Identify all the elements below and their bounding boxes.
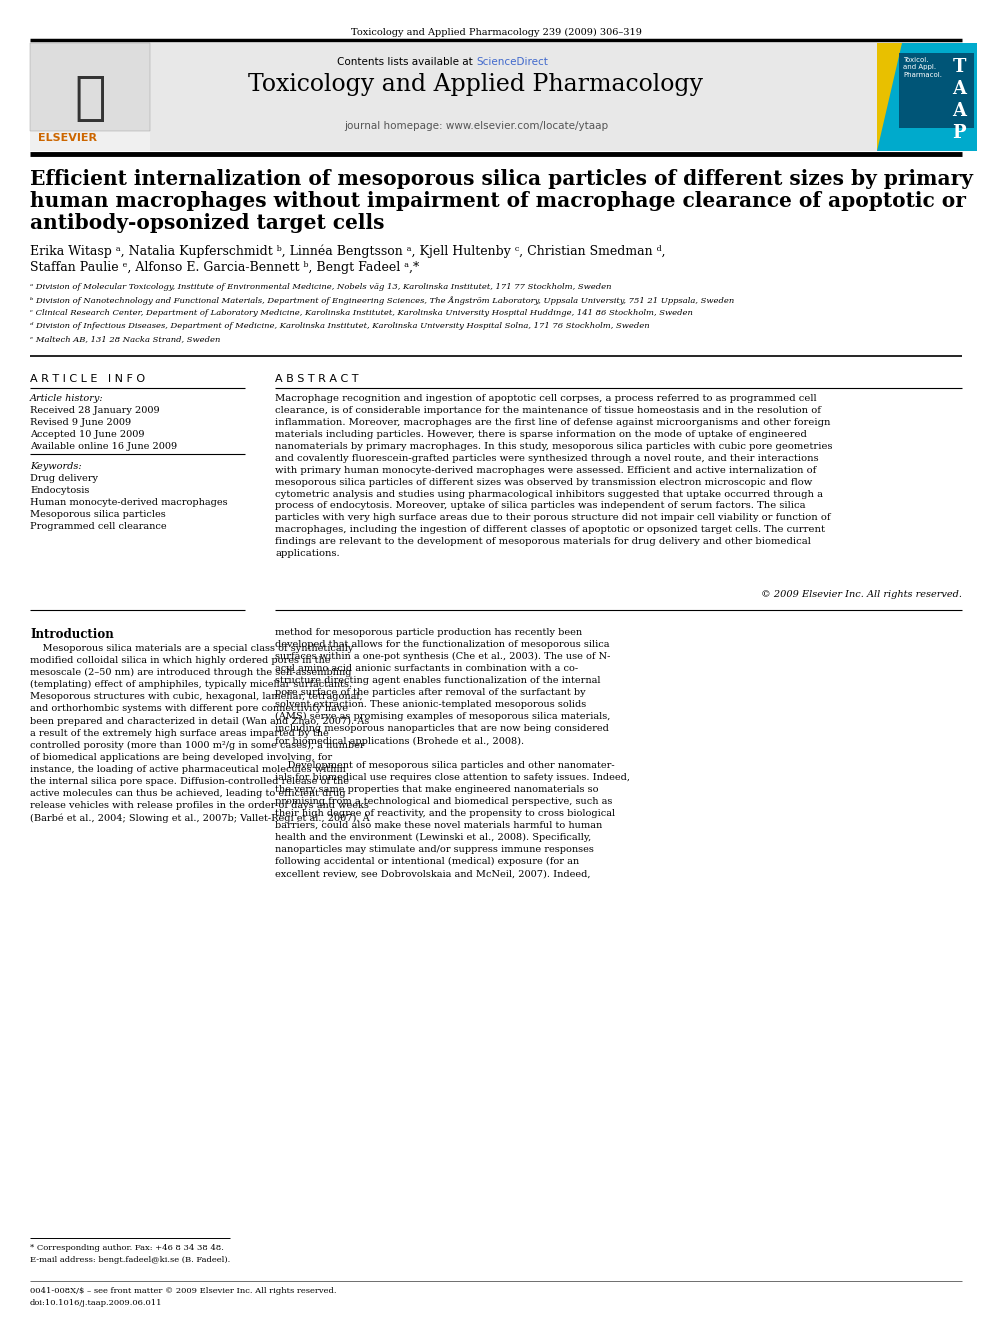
FancyBboxPatch shape: [877, 44, 977, 151]
Text: ᵉ Maltech AB, 131 28 Nacka Strand, Sweden: ᵉ Maltech AB, 131 28 Nacka Strand, Swede…: [30, 335, 220, 343]
Text: ᶜ Clinical Research Center, Department of Laboratory Medicine, Karolinska Instit: ᶜ Clinical Research Center, Department o…: [30, 310, 692, 318]
Text: Introduction: Introduction: [30, 628, 114, 642]
Text: T: T: [952, 58, 965, 75]
Text: Revised 9 June 2009: Revised 9 June 2009: [30, 418, 131, 427]
FancyBboxPatch shape: [150, 44, 877, 151]
Text: Received 28 January 2009: Received 28 January 2009: [30, 406, 160, 415]
FancyBboxPatch shape: [30, 44, 150, 151]
Text: * Corresponding author. Fax: +46 8 34 38 48.: * Corresponding author. Fax: +46 8 34 38…: [30, 1244, 224, 1252]
Text: ELSEVIER: ELSEVIER: [38, 134, 97, 143]
Text: Mesoporous silica particles: Mesoporous silica particles: [30, 509, 166, 519]
Text: Accepted 10 June 2009: Accepted 10 June 2009: [30, 430, 145, 439]
Text: Drug delivery: Drug delivery: [30, 474, 98, 483]
Polygon shape: [877, 44, 902, 151]
Text: Macrophage recognition and ingestion of apoptotic cell corpses, a process referr: Macrophage recognition and ingestion of …: [275, 394, 832, 558]
Text: Efficient internalization of mesoporous silica particles of different sizes by p: Efficient internalization of mesoporous …: [30, 169, 973, 189]
Text: Toxicol.
and Appl.
Pharmacol.: Toxicol. and Appl. Pharmacol.: [903, 57, 942, 78]
Text: 0041-008X/$ – see front matter © 2009 Elsevier Inc. All rights reserved.: 0041-008X/$ – see front matter © 2009 El…: [30, 1287, 336, 1295]
Text: E-mail address: bengt.fadeel@ki.se (B. Fadeel).: E-mail address: bengt.fadeel@ki.se (B. F…: [30, 1256, 230, 1263]
Text: Endocytosis: Endocytosis: [30, 486, 89, 495]
Text: method for mesoporous particle production has recently been
developed that allow: method for mesoporous particle productio…: [275, 628, 630, 878]
Text: Toxicology and Applied Pharmacology: Toxicology and Applied Pharmacology: [249, 73, 703, 97]
Text: A: A: [952, 102, 966, 120]
Text: A: A: [952, 79, 966, 98]
Text: human macrophages without impairment of macrophage clearance of apoptotic or: human macrophages without impairment of …: [30, 191, 966, 210]
Text: A R T I C L E   I N F O: A R T I C L E I N F O: [30, 374, 145, 384]
Text: © 2009 Elsevier Inc. All rights reserved.: © 2009 Elsevier Inc. All rights reserved…: [761, 590, 962, 599]
Text: Staffan Paulie ᵉ, Alfonso E. Garcia-Bennett ᵇ, Bengt Fadeel ᵃ,*: Staffan Paulie ᵉ, Alfonso E. Garcia-Benn…: [30, 261, 420, 274]
Text: Human monocyte-derived macrophages: Human monocyte-derived macrophages: [30, 497, 227, 507]
Text: Mesoporous silica materials are a special class of synthetically
modified colloi: Mesoporous silica materials are a specia…: [30, 644, 370, 823]
Text: Toxicology and Applied Pharmacology 239 (2009) 306–319: Toxicology and Applied Pharmacology 239 …: [350, 28, 642, 37]
Text: A B S T R A C T: A B S T R A C T: [275, 374, 358, 384]
Text: 🌲: 🌲: [74, 71, 106, 124]
Text: antibody-opsonized target cells: antibody-opsonized target cells: [30, 213, 385, 233]
Text: Article history:: Article history:: [30, 394, 103, 404]
Text: Available online 16 June 2009: Available online 16 June 2009: [30, 442, 178, 451]
FancyBboxPatch shape: [30, 44, 150, 131]
Text: Keywords:: Keywords:: [30, 462, 81, 471]
Text: journal homepage: www.elsevier.com/locate/ytaap: journal homepage: www.elsevier.com/locat…: [344, 120, 608, 131]
Text: ᵃ Division of Molecular Toxicology, Institute of Environmental Medicine, Nobels : ᵃ Division of Molecular Toxicology, Inst…: [30, 283, 611, 291]
Text: ScienceDirect: ScienceDirect: [476, 57, 548, 67]
Text: doi:10.1016/j.taap.2009.06.011: doi:10.1016/j.taap.2009.06.011: [30, 1299, 163, 1307]
Text: Contents lists available at: Contents lists available at: [337, 57, 476, 67]
Text: ᵈ Division of Infectious Diseases, Department of Medicine, Karolinska Institutet: ᵈ Division of Infectious Diseases, Depar…: [30, 321, 650, 329]
Text: Erika Witasp ᵃ, Natalia Kupferschmidt ᵇ, Linnéa Bengtsson ᵃ, Kjell Hultenby ᶜ, C: Erika Witasp ᵃ, Natalia Kupferschmidt ᵇ,…: [30, 245, 666, 258]
Text: Programmed cell clearance: Programmed cell clearance: [30, 523, 167, 531]
Text: P: P: [952, 124, 966, 142]
FancyBboxPatch shape: [899, 53, 974, 128]
Text: ᵇ Division of Nanotechnology and Functional Materials, Department of Engineering: ᵇ Division of Nanotechnology and Functio…: [30, 296, 734, 304]
